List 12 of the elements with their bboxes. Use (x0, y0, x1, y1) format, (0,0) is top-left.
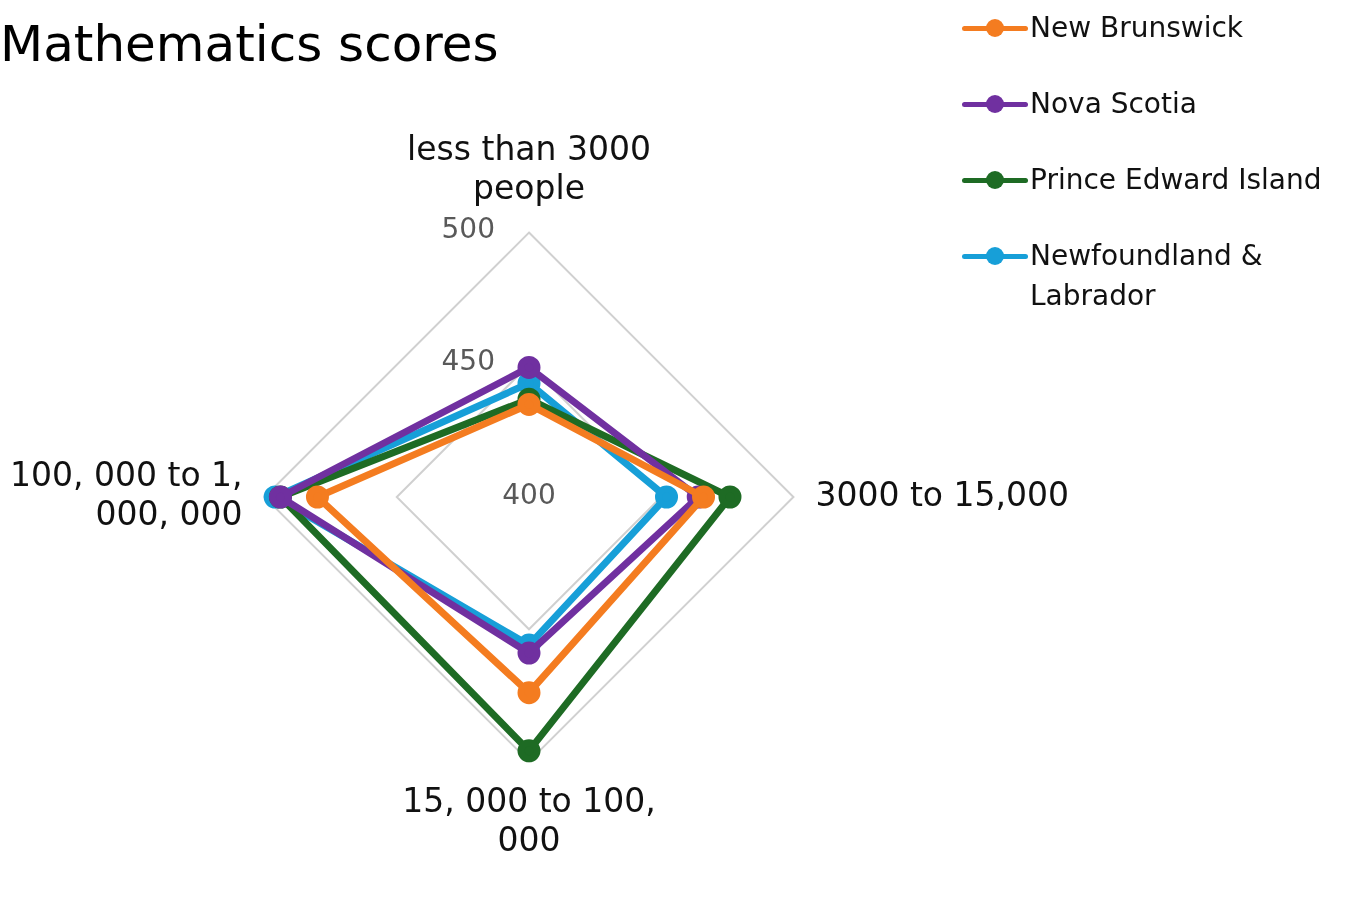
y-tick-label: 500 (441, 211, 495, 245)
legend-label: New Brunswick (1030, 10, 1244, 46)
y-tick-label: 450 (441, 344, 495, 378)
chart-title: Mathematics scores (0, 14, 499, 73)
legend-label: Prince Edward Island (1030, 162, 1322, 198)
spoke-label: 100, 000 to 1, 000, 000 (10, 454, 243, 534)
spoke-label: 15, 000 to 100, 000 (402, 780, 656, 860)
y-tick-label: 400 (502, 478, 556, 512)
legend-label: Newfoundland & Labrador (1030, 238, 1264, 314)
spoke-label: 3000 to 15,000 (815, 474, 1069, 514)
legend-label: Nova Scotia (1030, 86, 1197, 122)
spoke-label: less than 3000 people (407, 128, 651, 208)
